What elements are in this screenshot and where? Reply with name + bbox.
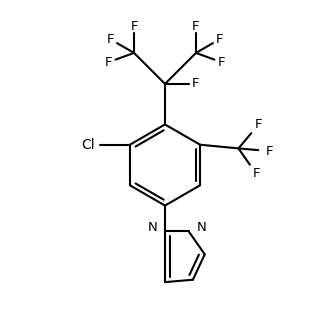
Text: F: F <box>252 167 260 180</box>
Text: Cl: Cl <box>81 138 95 152</box>
Text: F: F <box>266 145 273 158</box>
Text: F: F <box>217 55 225 69</box>
Text: N: N <box>196 221 206 234</box>
Text: F: F <box>255 118 262 131</box>
Text: F: F <box>130 19 138 33</box>
Text: F: F <box>107 33 115 46</box>
Text: F: F <box>105 55 113 69</box>
Text: N: N <box>148 221 157 234</box>
Text: F: F <box>192 19 200 33</box>
Text: F: F <box>215 33 223 46</box>
Text: F: F <box>192 78 200 90</box>
